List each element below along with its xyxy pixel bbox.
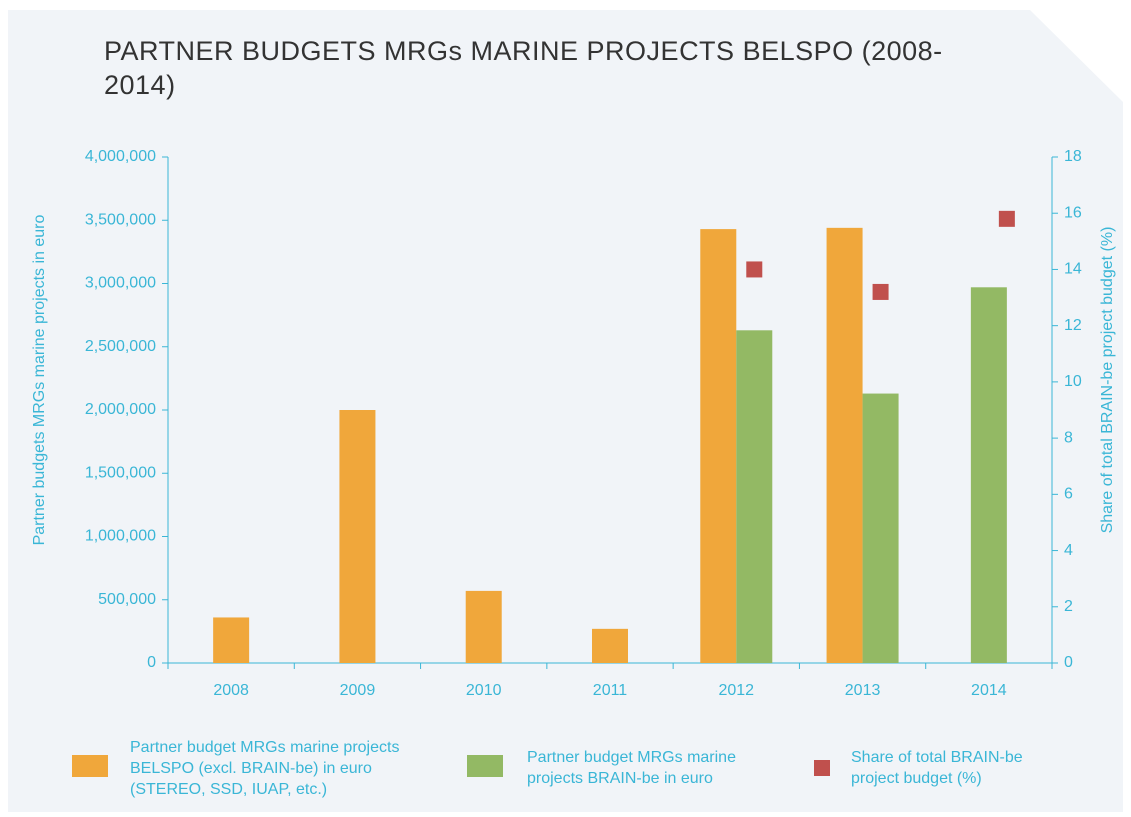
- point: [998, 210, 1015, 227]
- legend-label: Share of total BRAIN-be project budget (…: [851, 749, 1023, 787]
- chart-title: PARTNER BUDGETS MRGs MARINE PROJECTS BEL…: [104, 36, 943, 100]
- legend-swatch: [467, 755, 503, 777]
- point: [872, 283, 889, 300]
- y2-tick-label: 2: [1064, 598, 1073, 615]
- x-tick-label: 2014: [971, 682, 1007, 699]
- legend-label: Partner budget MRGs marine projects BRAI…: [527, 749, 736, 787]
- bar: [339, 410, 376, 663]
- y2-tick-label: 6: [1064, 486, 1073, 503]
- legend-swatch: [72, 755, 108, 777]
- y-tick-label: 1,500,000: [85, 464, 156, 481]
- bar: [826, 227, 863, 663]
- x-tick-label: 2010: [466, 682, 502, 699]
- bar: [970, 287, 1007, 663]
- x-tick-label: 2013: [845, 682, 881, 699]
- y-tick-label: 3,500,000: [85, 211, 156, 228]
- background: [8, 10, 1123, 812]
- y-tick-label: 1,000,000: [85, 528, 156, 545]
- y-tick-label: 0: [147, 654, 156, 671]
- x-tick-label: 2012: [718, 682, 754, 699]
- bar: [592, 628, 628, 663]
- x-tick-label: 2008: [213, 682, 249, 699]
- y2-tick-label: 4: [1064, 542, 1073, 559]
- y-axis-label: Partner budgets MRGs marine projects in …: [31, 214, 48, 545]
- bar: [862, 393, 899, 663]
- y-tick-label: 2,500,000: [85, 338, 156, 355]
- x-tick-label: 2011: [593, 682, 628, 699]
- bar: [700, 229, 737, 664]
- y-tick-label: 4,000,000: [85, 148, 156, 165]
- y2-tick-label: 12: [1064, 317, 1082, 334]
- y-tick-label: 2,000,000: [85, 401, 156, 418]
- y2-tick-label: 8: [1064, 429, 1073, 446]
- legend-swatch: [814, 760, 830, 776]
- y2-axis-label: Share of total BRAIN-be project budget (…: [1099, 227, 1116, 534]
- bar: [213, 617, 250, 663]
- y-tick-label: 500,000: [98, 591, 156, 608]
- point: [746, 261, 763, 278]
- y2-tick-label: 0: [1064, 654, 1073, 671]
- y2-tick-label: 18: [1064, 148, 1082, 165]
- legend-label: Partner budget MRGs marine projects BELS…: [130, 739, 400, 798]
- bar: [465, 590, 502, 663]
- x-tick-label: 2009: [340, 682, 376, 699]
- y2-tick-label: 14: [1064, 261, 1082, 278]
- y2-tick-label: 10: [1064, 373, 1082, 390]
- y2-tick-label: 16: [1064, 204, 1082, 221]
- bar: [736, 330, 773, 663]
- y-tick-label: 3,000,000: [85, 275, 156, 292]
